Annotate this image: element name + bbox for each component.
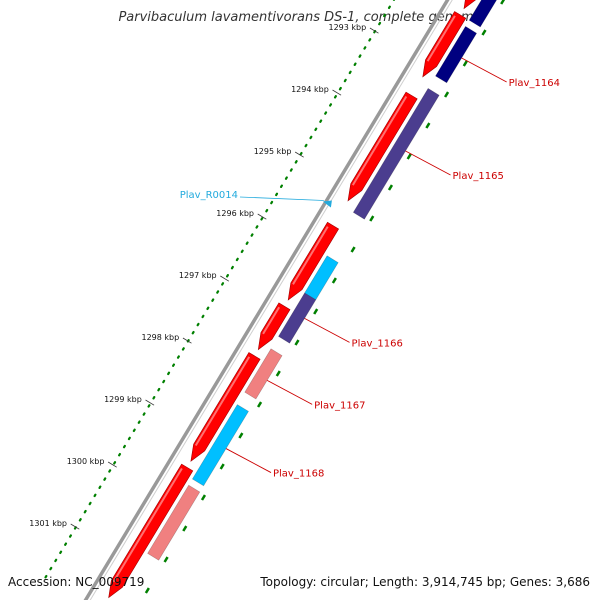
feature-side-tick [462,60,468,67]
forward-cds-arrow [108,463,194,599]
rna-leader-line [239,196,324,201]
gene-leader-line [225,448,272,473]
gene-label-text: Plav_1166 [352,338,403,349]
feature-side-tick [200,494,207,501]
gene-leader-line [266,379,313,405]
topology-text: Topology: circular; Length: 3,914,745 bp… [260,575,590,589]
accession-text: Accession: NC_009719 [8,575,145,589]
feature-side-tick [444,91,450,98]
forward-cds-highlight [112,467,183,583]
gene-leader-line [405,150,451,176]
backbone-track [83,0,453,600]
feature-side-tick [144,587,150,594]
feature-side-tick [294,339,300,346]
scale-tick-label: 1299 kbp [104,395,142,404]
map-title: Parvibaculum lavamentivorans DS-1, compl… [118,10,482,25]
scale-tick [369,27,379,34]
scale-tick-label: 1294 kbp [291,85,329,94]
gene-leader-line [304,317,350,343]
scale-tick [332,89,342,96]
scale-tick-label: 1293 kbp [329,23,367,32]
forward-cds-highlight [262,306,280,335]
forward-cds-highlight [194,356,251,447]
feature-tracks [108,0,506,599]
scale-tick [70,523,80,530]
reverse-feature-bar [147,484,201,561]
backbone-highlight [89,0,453,600]
backbone-line [83,0,450,600]
feature-side-tick [406,153,412,160]
reverse-feature-bar [352,87,440,220]
forward-cds-highlight [351,95,408,186]
forward-cds-arrow [190,352,261,462]
forward-cds-arrow [257,302,291,351]
scale-tick-label: 1295 kbp [254,147,292,156]
rna-marker [322,200,332,208]
reverse-feature-bar [244,348,283,400]
gene-leader-line [461,57,507,83]
scale-tick-label: 1301 kbp [29,519,67,528]
feature-side-tick [350,246,356,253]
scale-tick [145,399,155,406]
gene-label-text: Plav_1168 [273,469,324,480]
scale-tick [107,461,117,468]
forward-cds-highlight [426,15,456,62]
forward-cds-arrow [287,221,340,301]
feature-side-tick [275,370,281,377]
feature-side-tick [425,122,431,129]
feature-side-tick [369,215,375,222]
gene-label-text: Plav_1167 [314,400,365,411]
feature-labels: Plav_R0014 Plav_1164 Plav_1165 Plav_1166 Pla… [180,57,560,480]
scale-tick [182,337,192,344]
reverse-feature-bar [278,292,317,344]
scale-tick-label: 1296 kbp [216,209,254,218]
forward-cds-arrow [463,0,476,10]
feature-side-tick [257,401,263,408]
scale-tick-label: 1300 kbp [67,457,105,466]
feature-side-tick [163,556,169,563]
scale-tick [220,275,230,282]
gene-label-text: Plav_1164 [509,78,560,89]
feature-side-tick [238,432,244,439]
feature-side-tick [481,29,487,36]
scale-tick-label: 1297 kbp [179,271,217,280]
feature-side-tick [182,525,188,532]
forward-cds-arrow [422,11,467,78]
feature-side-tick [313,308,319,315]
reverse-feature-bar [468,0,497,28]
scale-dotted-line [41,0,396,585]
feature-side-tick [219,463,225,470]
scale-tick [257,213,267,220]
scale-tick-label: 1298 kbp [142,333,180,342]
forward-cds-arrow [347,91,418,202]
scale-track: 1293 kbp 1294 kbp 1295 kbp 1296 kbp 1297 kbp… [29,0,396,585]
forward-cds-highlight [292,226,329,285]
reverse-feature-bar [191,404,249,487]
reverse-feature-bar [435,25,478,84]
scale-tick [294,151,304,158]
feature-side-tick [331,277,337,284]
rna-label-text: Plav_R0014 [180,190,238,201]
feature-side-tick [387,184,394,191]
gene-label-text: Plav_1165 [453,171,504,182]
feature-side-tick [500,0,506,5]
